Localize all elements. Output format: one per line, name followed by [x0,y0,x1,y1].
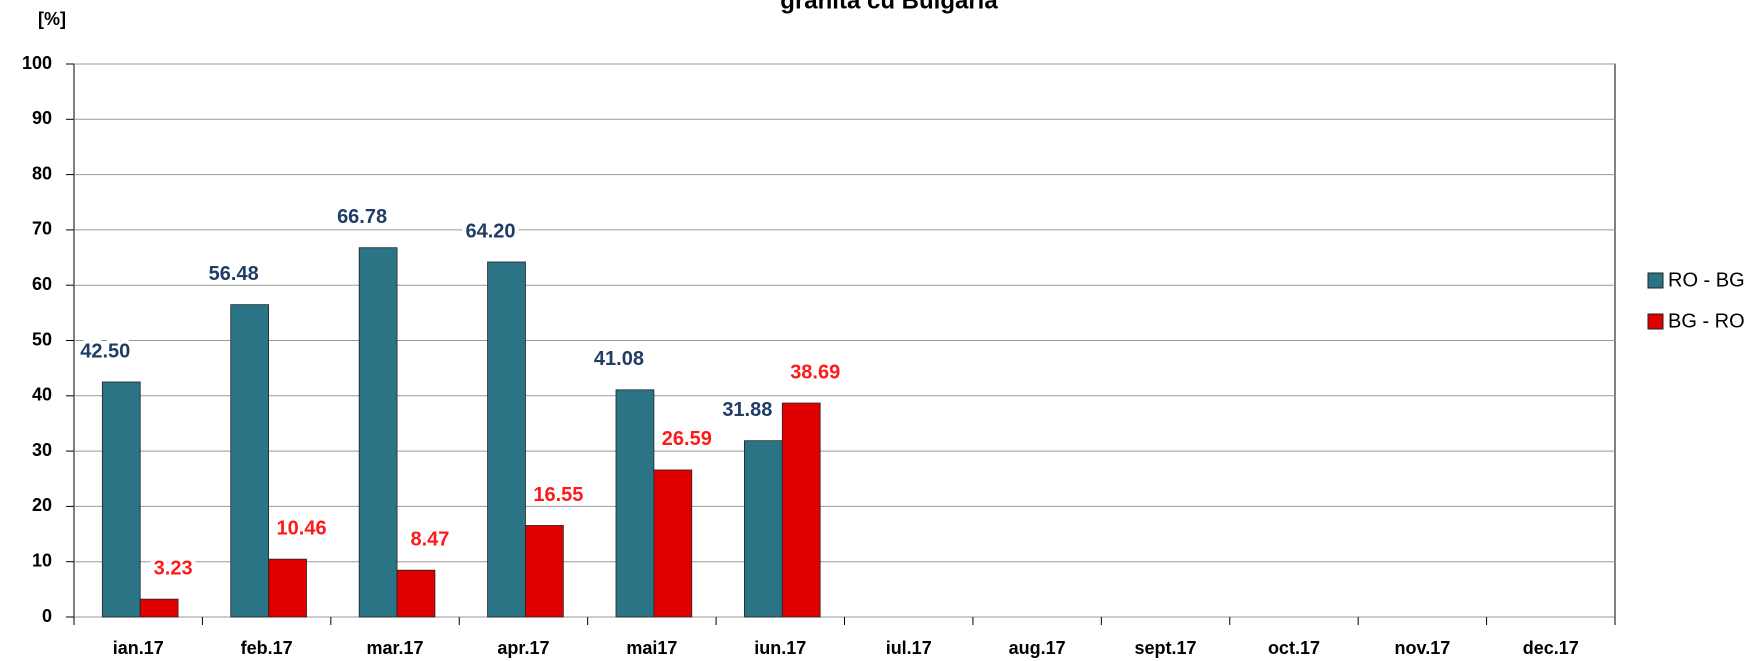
legend-label: RO - BG [1668,269,1745,291]
x-tick-label: apr.17 [497,638,549,658]
bar [268,558,307,618]
legend-swatch [1647,313,1664,330]
chart-title: granita cu Bulgaria [780,0,998,14]
bar [487,261,526,618]
y-tick-label: 90 [32,108,52,128]
x-tick-label: aug.17 [1009,638,1066,658]
value-label: 42.50 [80,340,130,362]
value-label: 31.88 [722,399,772,421]
value-label: 56.48 [209,263,259,285]
bar [781,402,821,618]
y-tick-label: 50 [32,329,52,349]
x-tick-label: mai17 [626,638,677,658]
y-axis-label: [%] [38,9,66,29]
x-tick-label: dec.17 [1523,638,1579,658]
x-tick-label: oct.17 [1268,638,1320,658]
y-tick-label: 30 [32,440,52,460]
bar [139,598,179,618]
bar [744,440,783,618]
value-label: 10.46 [277,517,327,539]
y-tick-label: 40 [32,385,52,405]
value-label: 16.55 [533,484,583,506]
bar [358,247,398,618]
x-tick-label: mar.17 [367,638,424,658]
x-tick-label: iun.17 [754,638,806,658]
bar [230,304,270,618]
x-tick-label: iul.17 [886,638,932,658]
legend-swatch [1647,272,1664,289]
value-label: 3.23 [154,557,193,579]
value-label: 8.47 [411,528,450,550]
x-tick-label: nov.17 [1395,638,1451,658]
bar [525,525,564,618]
value-label: 41.08 [594,348,644,370]
value-label: 64.20 [465,220,515,242]
y-tick-label: 10 [32,550,52,570]
y-tick-label: 100 [22,53,52,73]
x-tick-label: feb.17 [241,638,293,658]
y-tick-label: 70 [32,219,52,239]
legend-label: BG - RO [1668,310,1745,332]
bar [101,381,141,618]
x-tick-label: ian.17 [113,638,164,658]
bar [653,469,693,618]
value-label: 38.69 [790,361,840,383]
x-tick-label: sept.17 [1135,638,1197,658]
value-label: 66.78 [337,206,387,228]
y-tick-label: 80 [32,163,52,183]
value-label: 26.59 [662,428,712,450]
y-tick-label: 0 [42,606,52,626]
y-tick-label: 60 [32,274,52,294]
bar [615,389,655,618]
bar [396,569,436,618]
y-tick-label: 20 [32,495,52,515]
